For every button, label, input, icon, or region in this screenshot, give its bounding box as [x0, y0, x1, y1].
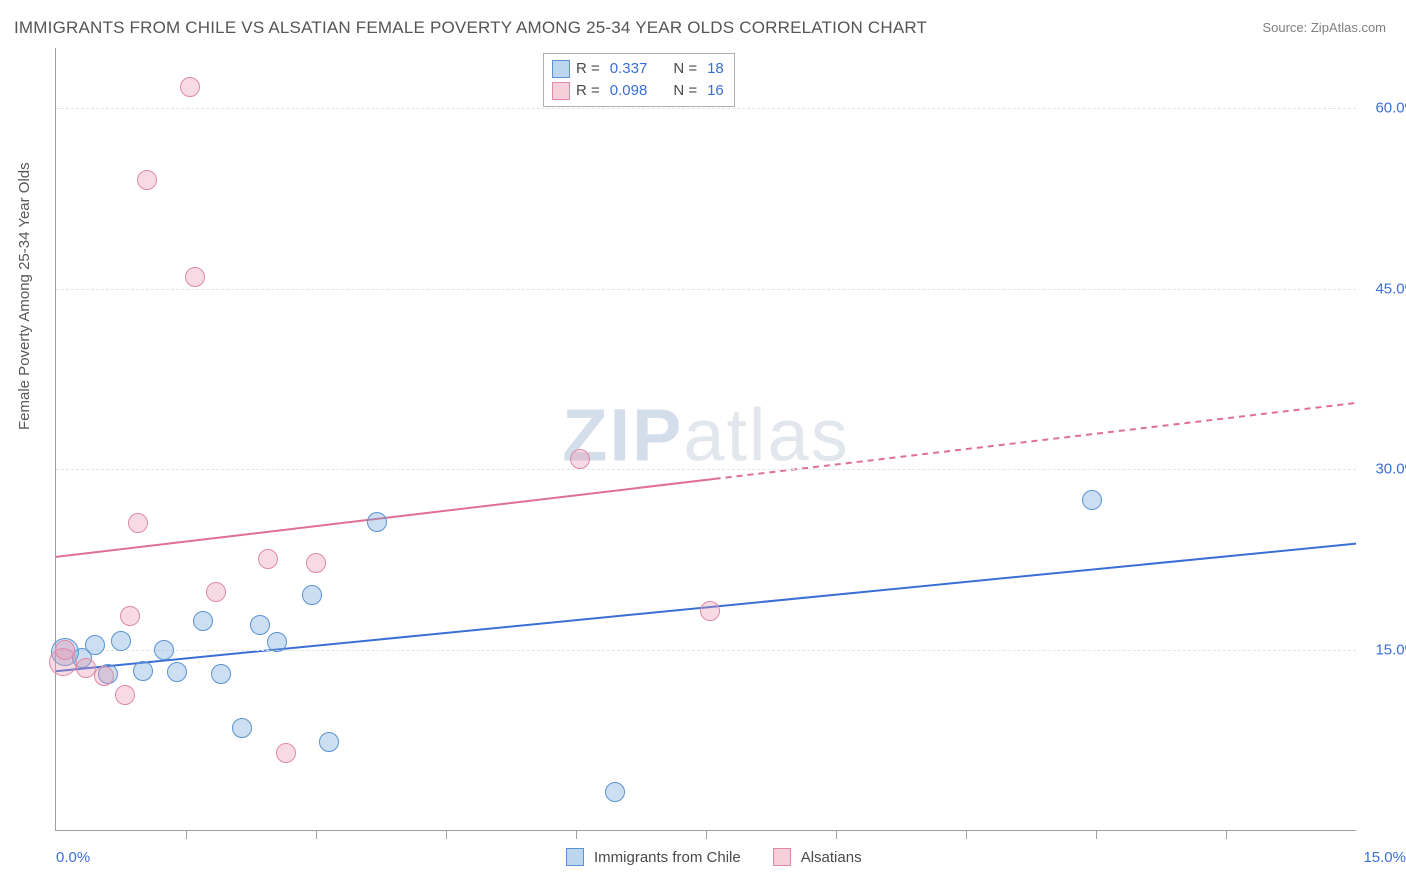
r-value: 0.337: [610, 58, 648, 80]
data-point: [258, 549, 278, 569]
y-tick-label: 60.0%: [1375, 100, 1406, 117]
r-label: R =: [576, 80, 600, 102]
n-value: 16: [707, 80, 724, 102]
x-tick: [966, 831, 967, 839]
data-point: [120, 606, 140, 626]
data-point: [167, 662, 187, 682]
x-axis-min-label: 0.0%: [56, 849, 90, 866]
data-point: [180, 77, 200, 97]
data-point: [193, 611, 213, 631]
y-tick-label: 30.0%: [1375, 461, 1406, 478]
legend-series-label: Alsatians: [801, 849, 862, 866]
x-tick: [446, 831, 447, 839]
data-point: [319, 732, 339, 752]
y-tick-label: 45.0%: [1375, 280, 1406, 297]
data-point: [185, 267, 205, 287]
legend-row: R = 0.098 N = 16: [552, 80, 724, 102]
y-tick-label: 15.0%: [1375, 641, 1406, 658]
r-value: 0.098: [610, 80, 648, 102]
gridline: [56, 469, 1356, 470]
chart-plot-area: ZIPatlas R =0.337N =18R =0.098N =16 0.0%…: [55, 48, 1356, 831]
legend-row: R = 0.337 N = 18: [552, 58, 724, 80]
n-value: 18: [707, 58, 724, 80]
n-label: N =: [673, 80, 697, 102]
data-point: [605, 782, 625, 802]
gridline: [56, 289, 1356, 290]
data-point: [94, 666, 114, 686]
x-tick: [186, 831, 187, 839]
correlation-legend: R = 0.337 N = 18 R = 0.098 N = 16: [543, 53, 735, 107]
data-point: [700, 601, 720, 621]
gridline: [56, 650, 1356, 651]
x-axis-max-label: 15.0%: [1363, 849, 1406, 866]
x-tick: [1226, 831, 1227, 839]
x-tick: [836, 831, 837, 839]
data-point: [111, 631, 131, 651]
legend-swatch: [552, 60, 570, 78]
data-point: [211, 664, 231, 684]
chart-title: IMMIGRANTS FROM CHILE VS ALSATIAN FEMALE…: [14, 18, 927, 38]
data-point: [115, 685, 135, 705]
x-tick: [706, 831, 707, 839]
source-attribution: Source: ZipAtlas.com: [1262, 20, 1386, 35]
gridline: [56, 108, 1356, 109]
trend-lines-layer: [56, 48, 1356, 830]
data-point: [306, 553, 326, 573]
data-point: [85, 635, 105, 655]
data-point: [367, 512, 387, 532]
x-tick: [316, 831, 317, 839]
n-label: N =: [673, 58, 697, 80]
data-point: [154, 640, 174, 660]
data-point: [276, 743, 296, 763]
data-point: [206, 582, 226, 602]
data-point: [250, 615, 270, 635]
legend-series-label: Immigrants from Chile: [594, 849, 741, 866]
legend-swatch: [566, 848, 584, 866]
x-tick: [576, 831, 577, 839]
data-point: [1082, 490, 1102, 510]
data-point: [55, 640, 75, 660]
data-point: [267, 632, 287, 652]
x-tick: [1096, 831, 1097, 839]
data-point: [232, 718, 252, 738]
data-point: [137, 170, 157, 190]
r-label: R =: [576, 58, 600, 80]
series-legend: Immigrants from Chile Alsatians: [566, 848, 884, 866]
legend-swatch: [773, 848, 791, 866]
data-point: [133, 661, 153, 681]
data-point: [128, 513, 148, 533]
data-point: [570, 449, 590, 469]
y-axis-label: Female Poverty Among 25-34 Year Olds: [16, 162, 33, 430]
data-point: [302, 585, 322, 605]
legend-swatch: [552, 82, 570, 100]
